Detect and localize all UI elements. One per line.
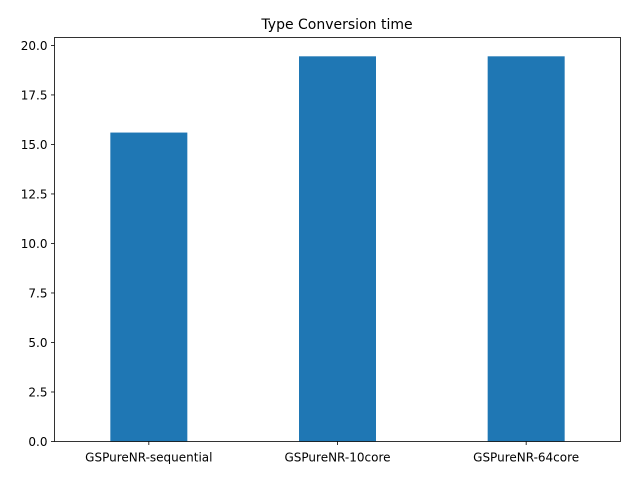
bars-group (110, 56, 565, 442)
y-tick-label: 17.5 (21, 88, 48, 102)
y-tick-label: 7.5 (28, 286, 47, 300)
y-tick-label: 2.5 (28, 385, 47, 399)
x-tick-label: GSPureNR-sequential (85, 451, 212, 465)
bar-1 (110, 132, 188, 442)
plot-frame (54, 37, 621, 442)
bar-3 (487, 56, 565, 442)
y-tick-label: 5.0 (28, 336, 47, 350)
y-tick-label: 0.0 (28, 435, 47, 449)
y-tick-label: 12.5 (21, 187, 48, 201)
chart-title: Type Conversion time (260, 17, 412, 33)
y-tick-label: 20.0 (21, 39, 48, 53)
x-axis: GSPureNR-sequential GSPureNR-10core GSPure… (85, 441, 579, 465)
bar-2 (299, 56, 376, 442)
y-axis: 0.0 2.5 5.0 7.5 10.0 12.5 15.0 17.5 20.0 (21, 39, 55, 449)
y-tick-label: 10.0 (21, 237, 48, 251)
y-tick-label: 15.0 (21, 138, 48, 152)
x-tick-label: GSPureNR-10core (284, 451, 390, 465)
x-tick-label: GSPureNR-64core (473, 451, 579, 465)
